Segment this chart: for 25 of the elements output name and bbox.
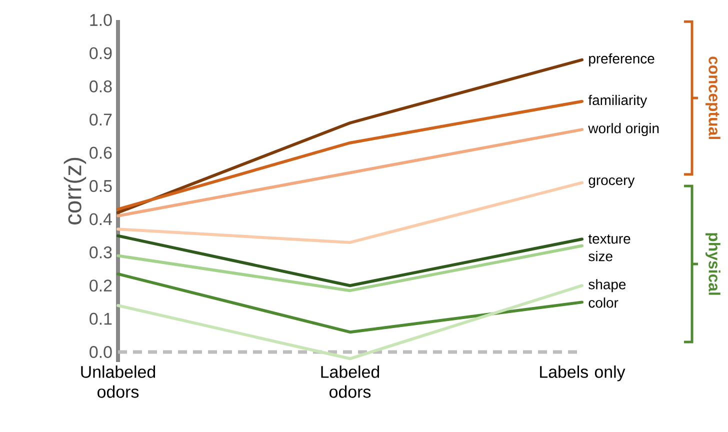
x-tick-label: Labels only bbox=[540, 365, 626, 382]
y-tick-label: 0.8 bbox=[90, 80, 112, 92]
y-tick-label: 0.1 bbox=[90, 312, 112, 325]
y-tick-label: 0.4 bbox=[90, 213, 112, 226]
y-tick-label: 0.0 bbox=[90, 346, 112, 358]
series-label: color bbox=[588, 297, 618, 308]
y-tick-label: 0.5 bbox=[90, 180, 112, 192]
y-tick-label: 0.3 bbox=[90, 246, 112, 258]
series-label: world origin bbox=[588, 123, 659, 136]
x-tick-label: Labeled odors bbox=[321, 365, 380, 398]
y-axis-title: corr(z) bbox=[64, 158, 86, 224]
y-tick-label: 0.7 bbox=[90, 114, 112, 126]
x-tick-label: Unlabeled odors bbox=[81, 365, 156, 398]
series-label: familiarity bbox=[588, 94, 648, 108]
series-label: shape bbox=[588, 279, 626, 292]
series-label: preference bbox=[589, 53, 654, 66]
series-label: size bbox=[588, 250, 612, 262]
text: conceptual bbox=[706, 56, 720, 139]
y-tick-label: 0.2 bbox=[90, 280, 112, 292]
series-label: texture bbox=[588, 234, 630, 244]
y-tick-label: 0.9 bbox=[90, 47, 112, 60]
series-label: grocery bbox=[588, 177, 635, 188]
y-tick-label: 0.6 bbox=[90, 146, 112, 159]
y-tick-label: 1.0 bbox=[90, 14, 112, 26]
text: physical bbox=[706, 233, 720, 295]
